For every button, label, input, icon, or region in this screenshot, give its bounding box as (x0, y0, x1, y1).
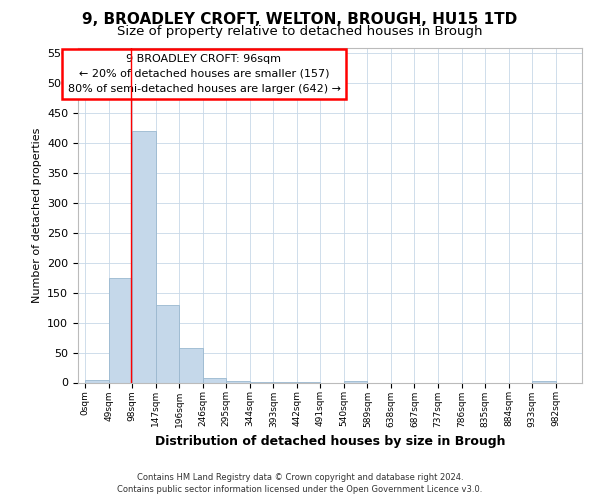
Bar (532, 380, 556, 382)
Bar (203, 378, 226, 382)
Bar (179, 348, 203, 382)
X-axis label: Distribution of detached houses by size in Brough: Distribution of detached houses by size … (155, 435, 505, 448)
Text: 9, BROADLEY CROFT, WELTON, BROUGH, HU15 1TD: 9, BROADLEY CROFT, WELTON, BROUGH, HU15 … (82, 12, 518, 28)
Bar (109, 278, 132, 382)
Text: Size of property relative to detached houses in Brough: Size of property relative to detached ho… (117, 25, 483, 38)
Y-axis label: Number of detached properties: Number of detached properties (32, 128, 41, 302)
Bar (85, 380, 109, 382)
Text: 9 BROADLEY CROFT: 96sqm
← 20% of detached houses are smaller (157)
80% of semi-d: 9 BROADLEY CROFT: 96sqm ← 20% of detache… (67, 54, 341, 94)
Bar (156, 304, 179, 382)
Bar (132, 131, 156, 382)
Bar (344, 380, 367, 382)
Text: Contains HM Land Registry data © Crown copyright and database right 2024.
Contai: Contains HM Land Registry data © Crown c… (118, 472, 482, 494)
